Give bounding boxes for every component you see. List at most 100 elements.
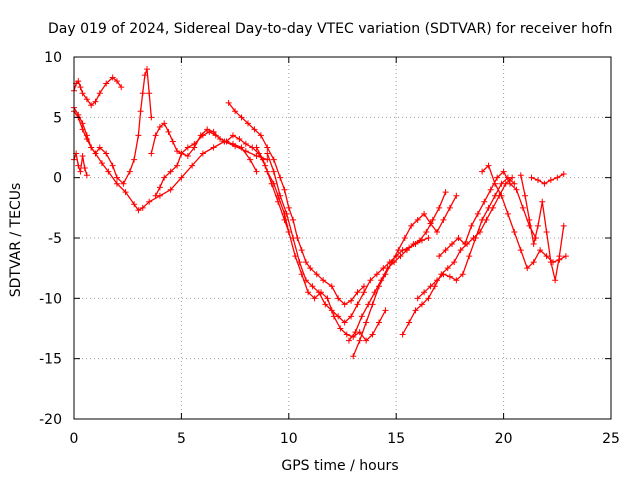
data-point <box>79 152 86 159</box>
data-point <box>315 289 322 296</box>
series-line <box>256 147 387 342</box>
data-point <box>247 156 254 163</box>
series-trace-17 <box>528 171 567 187</box>
data-point <box>408 222 415 229</box>
data-point <box>174 162 181 169</box>
data-point <box>449 241 456 248</box>
data-point <box>161 120 168 127</box>
data-point <box>184 144 191 151</box>
data-point <box>399 331 406 338</box>
data-point <box>113 180 120 187</box>
data-point <box>178 174 185 181</box>
data-point <box>253 168 260 175</box>
data-point <box>436 204 443 211</box>
data-point <box>414 295 421 302</box>
series-trace-4 <box>71 150 90 179</box>
data-point <box>229 140 236 147</box>
data-point <box>79 90 86 97</box>
data-point <box>302 259 309 266</box>
data-point <box>556 253 563 260</box>
y-tick-label: -15 <box>39 352 62 368</box>
data-point <box>337 325 344 332</box>
series-trace-11 <box>345 189 449 344</box>
data-point <box>343 331 350 338</box>
data-point <box>391 259 398 266</box>
data-point <box>461 241 468 248</box>
data-point <box>363 337 370 344</box>
data-point <box>210 144 217 151</box>
data-point <box>152 132 159 139</box>
data-point <box>358 313 365 320</box>
data-point <box>167 168 174 175</box>
data-point <box>221 138 228 145</box>
data-point <box>504 210 511 217</box>
data-point <box>376 319 383 326</box>
data-point <box>498 180 505 187</box>
data-point <box>384 265 391 272</box>
data-point <box>466 253 473 260</box>
data-point <box>81 165 88 172</box>
data-point <box>560 222 567 229</box>
data-point <box>144 66 151 73</box>
data-point <box>354 289 361 296</box>
data-point <box>126 168 133 175</box>
data-point <box>328 307 335 314</box>
y-tick-label: 0 <box>53 171 62 187</box>
data-point <box>103 80 110 87</box>
data-point <box>270 168 277 175</box>
data-point <box>472 235 479 241</box>
series-line <box>402 177 513 335</box>
data-point <box>367 277 374 284</box>
data-point <box>418 301 425 308</box>
data-point <box>141 72 148 79</box>
data-point <box>348 313 355 320</box>
data-point <box>500 168 507 175</box>
data-point <box>135 132 142 139</box>
data-point <box>519 204 526 211</box>
data-point <box>335 295 342 302</box>
data-series-group <box>71 66 569 360</box>
data-point <box>77 84 84 91</box>
data-point <box>199 150 206 157</box>
data-point <box>397 253 404 260</box>
data-point <box>242 140 249 147</box>
data-point <box>238 144 245 151</box>
data-point <box>156 184 163 191</box>
data-point <box>302 277 309 284</box>
y-tick-label: -20 <box>39 412 62 428</box>
data-point <box>148 150 155 157</box>
data-point <box>537 247 544 254</box>
y-axis-tick-labels: -20 -15 -10 -5 0 5 10 <box>39 50 62 428</box>
data-point <box>290 235 297 241</box>
series-line <box>348 191 447 341</box>
data-point <box>184 152 191 159</box>
data-point <box>238 114 245 121</box>
data-point <box>83 172 90 179</box>
data-point <box>135 207 142 214</box>
data-point <box>543 253 550 260</box>
data-point <box>307 265 314 272</box>
data-point <box>406 319 413 326</box>
data-point <box>285 228 292 235</box>
series-line <box>155 131 258 197</box>
data-point <box>507 180 514 187</box>
data-point <box>109 162 116 169</box>
data-point <box>403 247 410 254</box>
data-point <box>371 289 378 296</box>
data-point <box>169 138 176 145</box>
data-point <box>253 144 260 151</box>
data-point <box>232 108 239 115</box>
y-tick-label: -5 <box>48 231 62 247</box>
data-point <box>341 319 348 326</box>
data-point <box>360 283 367 290</box>
data-point <box>485 162 492 169</box>
data-point <box>457 247 464 254</box>
data-point <box>206 128 213 135</box>
series-line <box>73 76 122 106</box>
series-trace-7 <box>225 99 367 308</box>
y-tick-label: 10 <box>44 50 62 66</box>
x-axis-title: GPS time / hours <box>281 458 398 474</box>
series-trace-3 <box>71 104 271 214</box>
data-point <box>401 235 408 241</box>
data-point <box>335 313 342 320</box>
